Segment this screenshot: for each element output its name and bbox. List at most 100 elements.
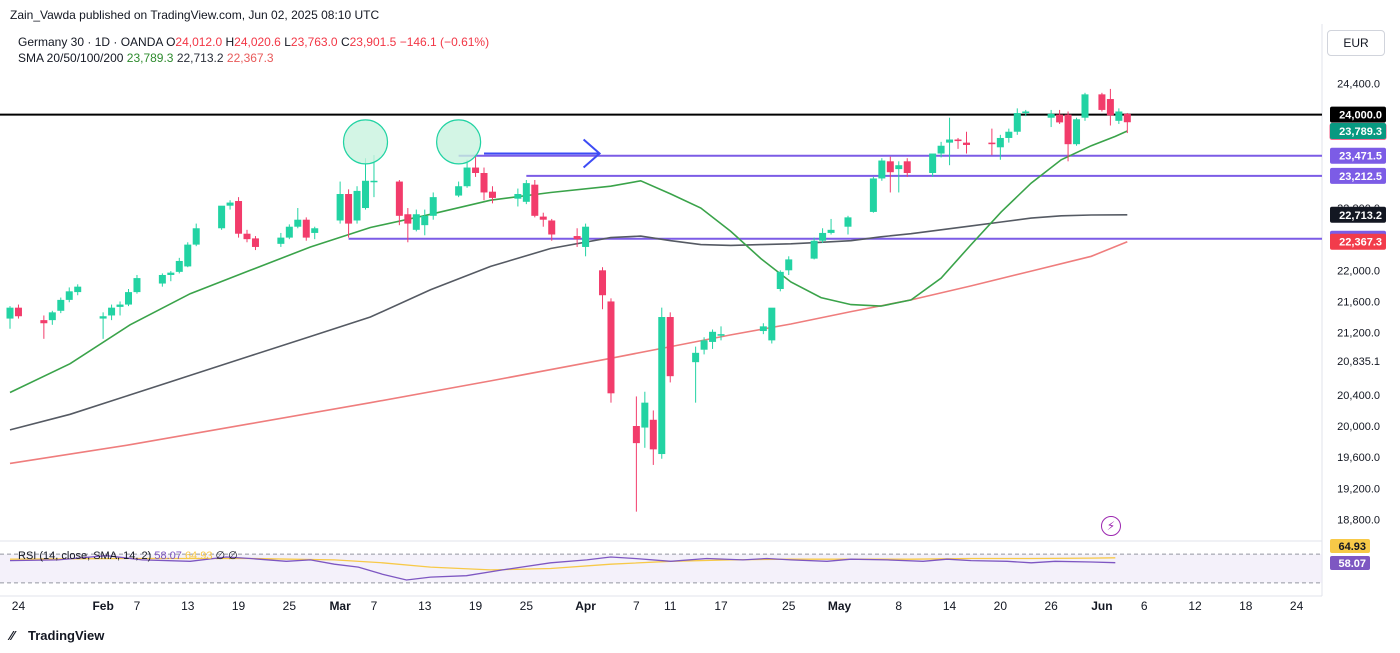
candle-body[interactable]: [768, 307, 776, 341]
candle-body[interactable]: [353, 190, 361, 221]
candle-body[interactable]: [302, 219, 310, 238]
candle-body[interactable]: [1098, 94, 1106, 110]
candle-body[interactable]: [785, 259, 793, 271]
candle-body[interactable]: [649, 419, 657, 450]
candle-body[interactable]: [40, 320, 48, 324]
footer-brand[interactable]: ⁄⁄ TradingView: [10, 628, 104, 643]
candle-body[interactable]: [99, 316, 107, 319]
candle-body[interactable]: [946, 139, 954, 143]
symbol-name[interactable]: Germany 30 · 1D · OANDA: [18, 35, 163, 49]
candle-body[interactable]: [133, 278, 141, 293]
candle-body[interactable]: [294, 219, 302, 227]
candle-body[interactable]: [1022, 111, 1030, 114]
candle-body[interactable]: [903, 161, 911, 173]
candle-body[interactable]: [954, 139, 962, 142]
candle-body[interactable]: [370, 180, 378, 183]
candle-body[interactable]: [717, 334, 725, 336]
candle-body[interactable]: [14, 307, 22, 317]
candle-body[interactable]: [336, 194, 344, 221]
candle-body[interactable]: [125, 292, 133, 305]
candle-body[interactable]: [599, 270, 607, 296]
candle-body[interactable]: [362, 180, 370, 209]
candle-body[interactable]: [1064, 114, 1072, 145]
candle-body[interactable]: [962, 142, 970, 145]
candle-body[interactable]: [1005, 131, 1013, 138]
candle-body[interactable]: [1073, 119, 1081, 145]
candle-body[interactable]: [251, 238, 259, 247]
candle-body[interactable]: [1123, 113, 1131, 123]
candle-body[interactable]: [878, 160, 886, 179]
candle-body[interactable]: [641, 402, 649, 428]
candle-body[interactable]: [421, 215, 429, 226]
candle-body[interactable]: [412, 214, 420, 230]
candle-body[interactable]: [167, 272, 175, 275]
highlight-circle[interactable]: [342, 119, 389, 165]
candle-body[interactable]: [311, 228, 319, 233]
candle-body[interactable]: [895, 165, 903, 170]
candle-body[interactable]: [582, 226, 590, 247]
candle-body[interactable]: [658, 317, 666, 455]
candle-body[interactable]: [345, 194, 353, 224]
highlight-circle[interactable]: [436, 119, 482, 165]
candle-body[interactable]: [285, 226, 293, 238]
candle-body[interactable]: [700, 340, 708, 350]
candle-body[interactable]: [108, 307, 116, 316]
candle-body[interactable]: [192, 228, 200, 245]
candle-body[interactable]: [455, 186, 463, 196]
candle-body[interactable]: [429, 197, 437, 216]
candle-body[interactable]: [539, 216, 547, 220]
candle-body[interactable]: [548, 220, 556, 235]
candle-body[interactable]: [235, 201, 243, 234]
candle-body[interactable]: [65, 291, 73, 300]
candle-body[interactable]: [692, 352, 700, 363]
candle-body[interactable]: [218, 205, 226, 229]
candle-body[interactable]: [531, 184, 539, 216]
candle-body[interactable]: [395, 181, 403, 216]
currency-button[interactable]: EUR: [1327, 30, 1385, 56]
candle-body[interactable]: [819, 232, 827, 241]
candle-body[interactable]: [573, 236, 581, 240]
candle-body[interactable]: [937, 145, 945, 154]
candle-body[interactable]: [1013, 113, 1021, 132]
candle-body[interactable]: [488, 191, 496, 198]
candle-body[interactable]: [886, 161, 894, 173]
candle-body[interactable]: [463, 167, 471, 187]
candle-body[interactable]: [996, 137, 1004, 148]
candle-body[interactable]: [1047, 113, 1055, 118]
candle-body[interactable]: [74, 286, 82, 293]
candle-body[interactable]: [404, 214, 412, 224]
candle-body[interactable]: [607, 301, 615, 394]
candle-body[interactable]: [776, 271, 784, 289]
candle-body[interactable]: [48, 312, 56, 321]
candle-body[interactable]: [226, 202, 234, 206]
candle-body[interactable]: [869, 178, 877, 212]
candle-body[interactable]: [666, 317, 674, 377]
candle-body[interactable]: [522, 183, 530, 202]
candle-body[interactable]: [175, 260, 183, 272]
candle-body[interactable]: [184, 244, 192, 267]
candle-body[interactable]: [844, 217, 852, 227]
candle-body[interactable]: [57, 299, 65, 311]
rsi-label[interactable]: RSI (14, close, SMA, 14, 2): [18, 550, 152, 562]
candle-body[interactable]: [988, 142, 996, 145]
candle-body[interactable]: [709, 331, 717, 342]
candle-body[interactable]: [929, 153, 937, 173]
candle-body[interactable]: [277, 237, 285, 244]
candle-body[interactable]: [810, 240, 818, 259]
candle-body[interactable]: [514, 194, 522, 199]
candle-body[interactable]: [480, 172, 488, 193]
candle-body[interactable]: [759, 326, 767, 332]
candle-body[interactable]: [1081, 94, 1089, 118]
candle-body[interactable]: [1056, 114, 1064, 123]
flash-icon[interactable]: ⚡: [1101, 516, 1121, 536]
candle-body[interactable]: [632, 426, 640, 444]
candle-body[interactable]: [158, 274, 166, 284]
sma-label[interactable]: SMA 20/50/100/200: [18, 51, 124, 65]
candle-body[interactable]: [116, 304, 124, 307]
candle-body[interactable]: [827, 229, 835, 233]
candle-body[interactable]: [6, 307, 14, 319]
candle-body[interactable]: [472, 167, 480, 173]
candle-body[interactable]: [1115, 111, 1123, 121]
candle-body[interactable]: [243, 233, 251, 240]
